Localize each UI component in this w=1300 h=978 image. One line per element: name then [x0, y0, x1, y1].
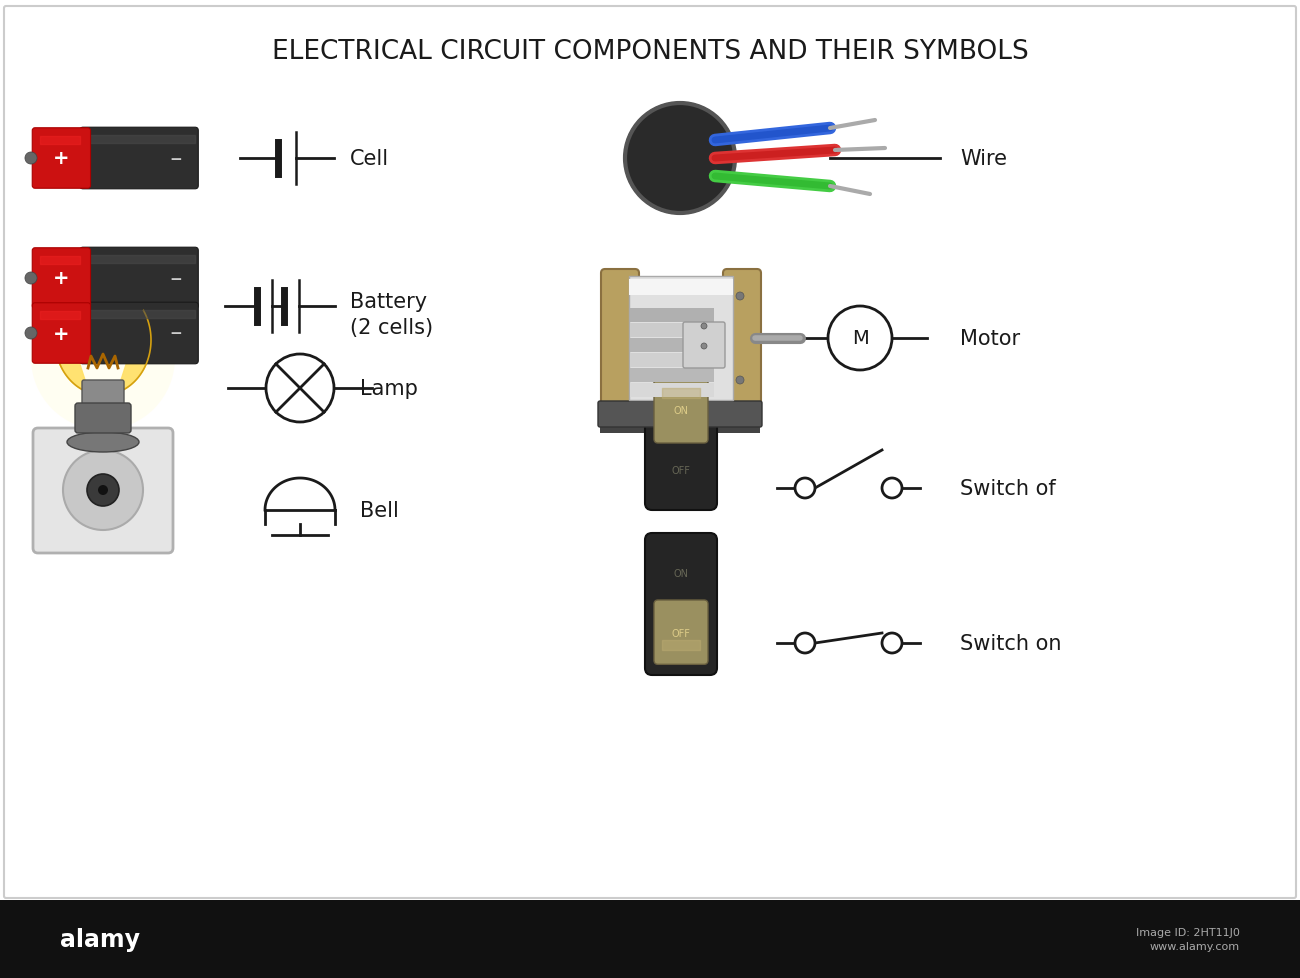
Circle shape [881, 478, 902, 499]
Circle shape [62, 451, 143, 530]
FancyBboxPatch shape [82, 380, 124, 411]
Bar [630, 338, 714, 353]
FancyBboxPatch shape [79, 128, 199, 190]
FancyBboxPatch shape [32, 303, 91, 364]
Text: −: − [169, 271, 182, 287]
Text: −: − [169, 152, 182, 166]
Text: Image ID: 2HT11J0
www.alamy.com: Image ID: 2HT11J0 www.alamy.com [1136, 927, 1240, 951]
Bar [630, 369, 714, 382]
Text: Lamp: Lamp [360, 378, 417, 399]
Circle shape [266, 355, 334, 422]
FancyBboxPatch shape [32, 428, 173, 554]
Bar [0, 900, 1300, 978]
FancyBboxPatch shape [79, 248, 199, 309]
Circle shape [796, 634, 815, 653]
Text: Wire: Wire [959, 149, 1008, 169]
FancyBboxPatch shape [654, 600, 708, 665]
Text: alamy: alamy [60, 927, 140, 951]
Circle shape [796, 478, 815, 499]
Bar [630, 324, 714, 337]
Text: Cell: Cell [350, 149, 389, 169]
Bar [630, 383, 714, 398]
FancyBboxPatch shape [598, 402, 762, 427]
FancyBboxPatch shape [645, 533, 718, 676]
Bar [629, 280, 733, 295]
Text: ON: ON [673, 406, 689, 416]
Bar [630, 354, 714, 368]
Ellipse shape [625, 104, 734, 214]
Circle shape [736, 292, 744, 300]
Circle shape [25, 273, 38, 285]
FancyBboxPatch shape [654, 379, 708, 444]
Text: Switch on: Switch on [959, 634, 1062, 653]
Circle shape [87, 474, 120, 507]
Circle shape [98, 485, 108, 496]
Text: Battery
(2 cells): Battery (2 cells) [350, 291, 433, 337]
FancyBboxPatch shape [79, 303, 199, 365]
Text: OFF: OFF [672, 628, 690, 639]
Bar [630, 309, 714, 323]
Bar [601, 423, 760, 433]
Text: OFF: OFF [672, 466, 690, 475]
Text: Motor: Motor [959, 329, 1020, 348]
Polygon shape [55, 311, 151, 395]
Text: +: + [53, 269, 70, 289]
Circle shape [701, 324, 707, 330]
FancyBboxPatch shape [601, 270, 640, 408]
Text: Switch of: Switch of [959, 478, 1056, 499]
Text: −: − [169, 327, 182, 341]
Circle shape [25, 328, 38, 339]
Text: M: M [852, 330, 868, 348]
FancyBboxPatch shape [32, 129, 91, 189]
Ellipse shape [68, 432, 139, 453]
Circle shape [736, 377, 744, 384]
Circle shape [25, 153, 38, 165]
Text: +: + [53, 324, 70, 343]
Circle shape [701, 343, 707, 350]
Bar [629, 277, 733, 401]
FancyBboxPatch shape [723, 270, 760, 408]
Circle shape [31, 287, 176, 430]
Circle shape [881, 634, 902, 653]
Text: ON: ON [673, 568, 689, 579]
FancyBboxPatch shape [75, 404, 131, 433]
FancyBboxPatch shape [645, 369, 718, 511]
Text: +: + [53, 150, 70, 168]
FancyBboxPatch shape [682, 323, 725, 369]
FancyBboxPatch shape [32, 248, 91, 309]
Text: Bell: Bell [360, 501, 399, 520]
Circle shape [828, 307, 892, 371]
Text: ELECTRICAL CIRCUIT COMPONENTS AND THEIR SYMBOLS: ELECTRICAL CIRCUIT COMPONENTS AND THEIR … [272, 39, 1028, 65]
